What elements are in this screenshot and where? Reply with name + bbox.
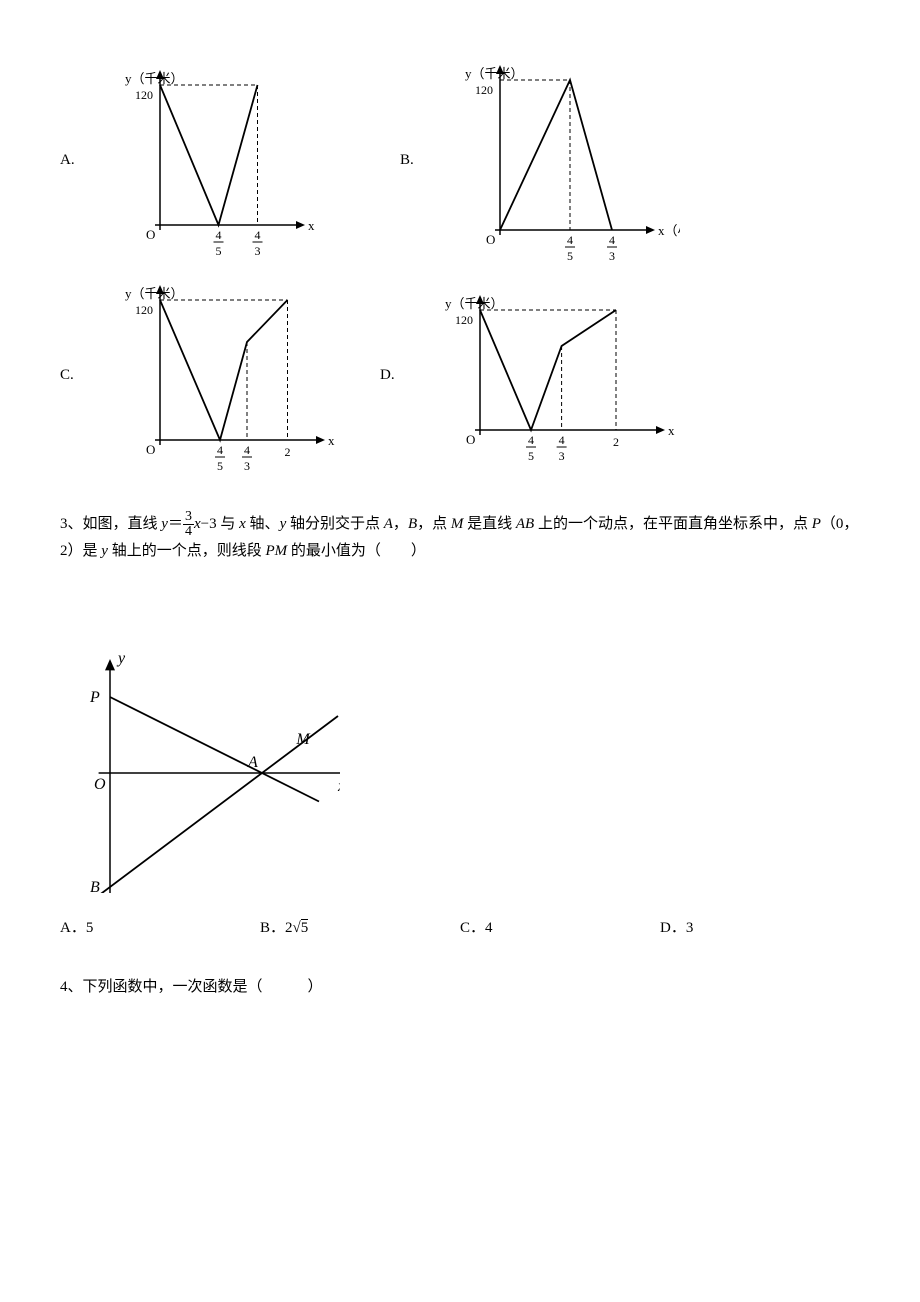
q3-number: 3、 — [60, 516, 83, 532]
svg-text:3: 3 — [609, 249, 615, 260]
svg-text:x（小时）: x（小时） — [668, 423, 680, 438]
svg-text:5: 5 — [217, 459, 223, 470]
graph-b: y（千米） 120 Ox（小时） 4 5 4 3 — [450, 60, 680, 260]
choice-label-b: B. — [400, 148, 450, 172]
svg-text:120: 120 — [475, 83, 493, 97]
svg-text:120: 120 — [455, 313, 473, 327]
svg-text:y（千米）: y（千米） — [445, 296, 504, 311]
svg-text:y（千米）: y（千米） — [465, 66, 524, 81]
q4-number: 4、 — [60, 979, 83, 995]
choice-label-c: C. — [60, 363, 110, 387]
svg-text:M: M — [295, 731, 311, 748]
q3-option-c: C．4 — [460, 916, 660, 940]
svg-text:4: 4 — [559, 433, 565, 447]
svg-text:120: 120 — [135, 88, 153, 102]
svg-text:B: B — [90, 879, 100, 893]
svg-text:O: O — [146, 227, 155, 242]
svg-text:4: 4 — [609, 233, 615, 247]
q3-figure: y x O P A M B — [60, 573, 860, 901]
choice-label-a: A. — [60, 148, 110, 172]
svg-text:4: 4 — [255, 228, 261, 242]
choice-label-d: D. — [380, 363, 430, 387]
svg-text:3: 3 — [255, 244, 261, 255]
svg-text:y（千米）: y（千米） — [125, 286, 184, 301]
graph-c: y（千米） 120 Ox（小时） 4 5 4 3 2 — [110, 280, 340, 470]
q4-text: 4、下列函数中，一次函数是（ ） — [60, 975, 860, 999]
svg-text:O: O — [486, 232, 495, 247]
svg-text:P: P — [89, 689, 100, 706]
svg-text:O: O — [466, 432, 475, 447]
svg-text:y（千米）: y（千米） — [125, 71, 184, 86]
svg-text:4: 4 — [216, 228, 222, 242]
q2-row-cd: C. y（千米） 120 Ox（小时） 4 5 4 3 2 D. y（千米） 120 Ox（小时）… — [60, 280, 860, 470]
svg-text:2: 2 — [285, 445, 291, 459]
q3-text: 3、如图，直线 y＝34x−3 与 x 轴、y 轴分别交于点 A，B，点 M 是… — [60, 510, 860, 563]
svg-text:4: 4 — [528, 433, 534, 447]
svg-text:x（小时）: x（小时） — [658, 223, 680, 238]
q3-option-d: D．3 — [660, 916, 860, 940]
svg-text:4: 4 — [244, 443, 250, 457]
q3-option-a: A．5 — [60, 916, 260, 940]
graph-a: y（千米） 120 Ox（小时） 4 5 4 3 — [110, 65, 320, 255]
svg-text:x: x — [337, 778, 340, 795]
svg-text:120: 120 — [135, 303, 153, 317]
graph-d: y（千米） 120 Ox（小时） 4 5 4 3 2 — [430, 290, 680, 460]
svg-text:A: A — [247, 754, 258, 771]
svg-text:2: 2 — [613, 435, 619, 449]
svg-text:5: 5 — [528, 449, 534, 460]
svg-text:3: 3 — [244, 459, 250, 470]
q3-option-b: B．2√5 — [260, 916, 460, 940]
q2-row-ab: A. y（千米） 120 Ox（小时） 4 5 4 3 B. y（千米） 120 Ox（小时） 4… — [60, 60, 860, 260]
svg-text:3: 3 — [559, 449, 565, 460]
svg-text:y: y — [116, 650, 126, 667]
svg-text:4: 4 — [217, 443, 223, 457]
svg-text:5: 5 — [216, 244, 222, 255]
q3-options: A．5 B．2√5 C．4 D．3 — [60, 916, 860, 940]
svg-text:x（小时）: x（小时） — [328, 433, 340, 448]
svg-text:O: O — [146, 442, 155, 457]
svg-text:4: 4 — [567, 233, 573, 247]
svg-text:O: O — [94, 776, 106, 793]
svg-text:x（小时）: x（小时） — [308, 218, 320, 233]
svg-text:5: 5 — [567, 249, 573, 260]
